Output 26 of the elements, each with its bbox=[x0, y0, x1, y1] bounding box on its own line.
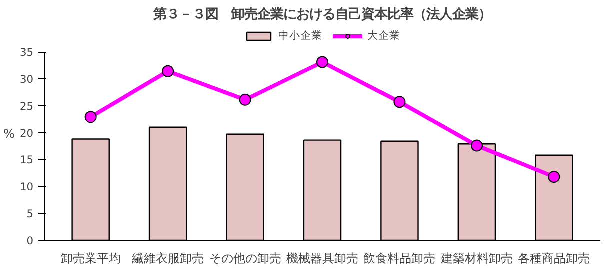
x-tick-label: 繊維衣服卸売 bbox=[131, 252, 204, 266]
y-tick-label: 15 bbox=[20, 154, 34, 167]
legend-label: 大企業 bbox=[368, 29, 400, 43]
legend-label: 中小企業 bbox=[278, 29, 322, 43]
point bbox=[548, 170, 560, 183]
chart-title: 第３－３図 卸売企業における自己資本比率（法人企業） bbox=[152, 6, 492, 22]
y-tick-label: 5 bbox=[26, 208, 34, 221]
point bbox=[470, 140, 483, 152]
point bbox=[316, 56, 328, 68]
point bbox=[394, 96, 406, 108]
point bbox=[84, 111, 97, 124]
y-tick-label: 10 bbox=[20, 180, 34, 194]
y-tick-label: 25 bbox=[20, 100, 34, 113]
point bbox=[162, 65, 174, 78]
y-tick-label: 35 bbox=[20, 46, 34, 60]
x-tick-label: 飲食料品卸売 bbox=[364, 252, 436, 266]
y-tick-label: 30 bbox=[20, 72, 34, 86]
x-tick-label: その他の卸売 bbox=[209, 252, 282, 266]
y-axis-title: % bbox=[4, 127, 15, 141]
x-tick-label: 卸売業平均 bbox=[60, 252, 121, 266]
x-tick-label: 建築材料卸売 bbox=[440, 252, 513, 266]
y-tick-label: 0 bbox=[26, 234, 34, 248]
y-tick-label: 20 bbox=[20, 126, 34, 140]
x-tick-label: 各種商品卸売 bbox=[518, 252, 590, 266]
point bbox=[239, 94, 252, 106]
x-tick-label: 機械器具卸売 bbox=[286, 252, 358, 266]
